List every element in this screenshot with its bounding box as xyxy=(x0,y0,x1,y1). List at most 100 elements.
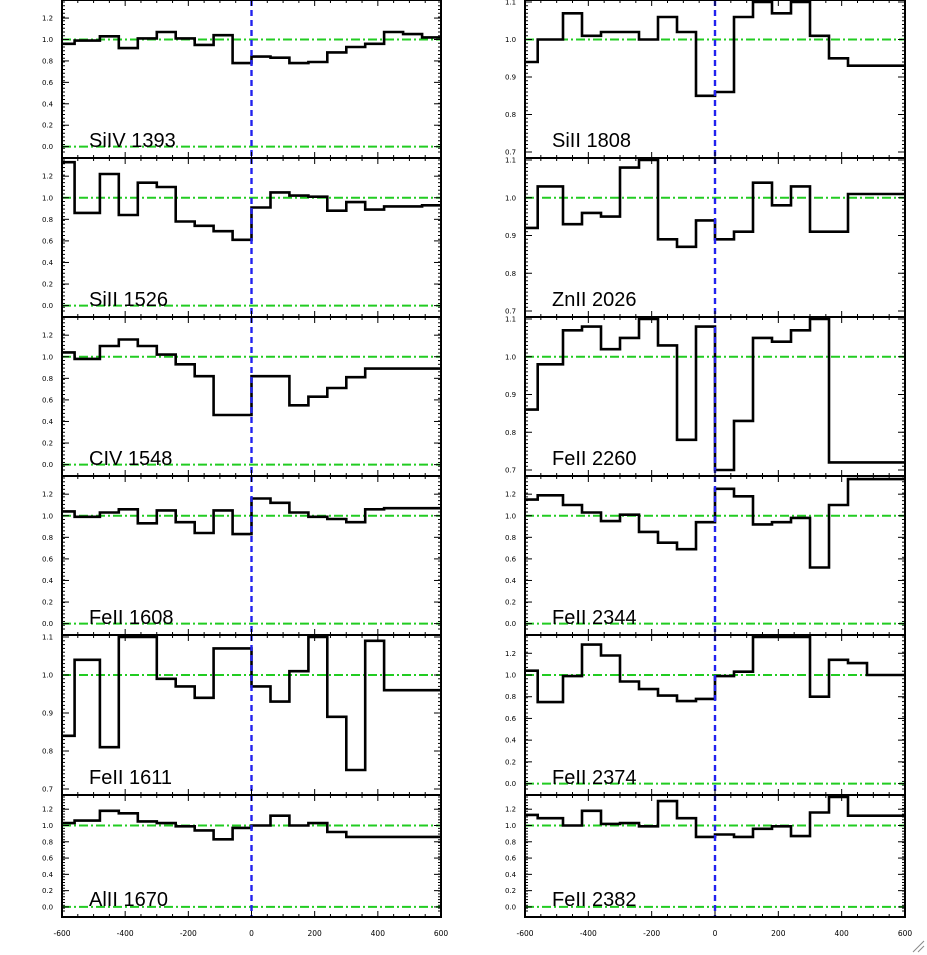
y-tick-label: 0.6 xyxy=(505,715,517,723)
ion-label: SiIV 1393 xyxy=(89,130,176,152)
spectrum-feii-1608 xyxy=(62,497,441,536)
y-tick-label: 0.9 xyxy=(505,232,516,240)
x-tick-label: 400 xyxy=(371,929,386,938)
y-tick-label: 0.2 xyxy=(42,440,53,448)
ion-label: FeII 2344 xyxy=(552,607,637,629)
ion-label: FeII 2382 xyxy=(552,889,637,911)
y-tick-label: 1.0 xyxy=(505,822,516,830)
y-tick-label: 0.9 xyxy=(505,74,516,82)
y-tick-label: 1.0 xyxy=(505,36,516,44)
y-tick-label: 0.2 xyxy=(42,887,53,895)
y-tick-label: 0.6 xyxy=(505,555,517,563)
y-tick-label: 0.4 xyxy=(42,259,54,267)
y-tick-label: 1.0 xyxy=(505,353,516,361)
y-tick-label: 0.2 xyxy=(505,758,516,766)
y-tick-label: 0.0 xyxy=(42,903,53,911)
spectrum-feii-2382 xyxy=(525,795,905,839)
y-tick-label: 0.0 xyxy=(42,620,53,628)
panel-feii-2374: 0.0 0.2 0.4 0.6 0.8 1.0 1.2 FeII 2374 xyxy=(505,634,906,796)
y-tick-label: 1.0 xyxy=(42,822,53,830)
ion-label: FeII 2260 xyxy=(552,448,637,470)
y-tick-label: 0.0 xyxy=(505,780,516,788)
y-tick-label: 0.4 xyxy=(42,577,54,585)
panel-feii-2382: 0.0 0.2 0.4 0.6 0.8 1.0 1.2 FeII 2382 xyxy=(505,794,906,918)
y-tick-label: 0.0 xyxy=(505,620,516,628)
x-tick-label: 0 xyxy=(713,929,718,938)
y-tick-label: 0.2 xyxy=(42,281,53,289)
y-tick-label: 0.8 xyxy=(42,838,53,846)
y-tick-label: 1.2 xyxy=(505,650,516,658)
y-tick-label: 0.6 xyxy=(42,555,54,563)
ion-label: FeII 1608 xyxy=(89,607,174,629)
x-tick-label: -200 xyxy=(643,929,660,938)
y-tick-label: 0.7 xyxy=(505,308,516,316)
panel-znii-2026: 0.7 0.8 0.9 1.0 1.1 ZnII 2026 xyxy=(505,157,906,318)
ion-label: SiII 1808 xyxy=(552,130,631,152)
y-tick-label: 1.2 xyxy=(42,491,53,499)
y-tick-label: 0.2 xyxy=(42,599,53,607)
y-tick-label: 0.7 xyxy=(42,786,53,794)
y-tick-label: 1.1 xyxy=(505,157,516,165)
y-tick-label: 0.8 xyxy=(505,838,516,846)
grip-stroke xyxy=(917,945,925,953)
spectrum-feii-2374 xyxy=(525,635,905,704)
y-tick-label: 1.0 xyxy=(505,194,516,202)
y-tick-label: 0.2 xyxy=(505,887,516,895)
panel-feii-2344: 0.0 0.2 0.4 0.6 0.8 1.0 1.2 FeII 2344 xyxy=(505,475,906,636)
x-tick-label: 200 xyxy=(308,929,323,938)
y-tick-label: 0.4 xyxy=(42,418,54,426)
y-tick-label: 1.0 xyxy=(505,672,516,680)
panel-feii-1608: 0.0 0.2 0.4 0.6 0.8 1.0 1.2 FeII 1608 xyxy=(42,475,442,636)
spectrum-feii-2344 xyxy=(525,477,905,569)
x-tick-label: -400 xyxy=(580,929,597,938)
y-tick-label: 1.2 xyxy=(42,173,53,181)
y-tick-label: 0.8 xyxy=(505,270,516,278)
y-tick-label: 0.4 xyxy=(505,577,517,585)
y-tick-label: 0.6 xyxy=(42,855,54,863)
x-axis-right: -600 -400 -200 0 200 400 600 xyxy=(516,929,912,938)
spectrum-siiv-1393 xyxy=(62,30,441,65)
panel-siiv-1393: 0.0 0.2 0.4 0.6 0.8 1.0 1.2 SiIV 1393 xyxy=(42,0,442,159)
y-tick-label: 0.8 xyxy=(42,57,53,65)
y-tick-label: 0.9 xyxy=(42,710,53,718)
spectrum-znii-2026 xyxy=(525,158,905,249)
y-tick-label: 1.1 xyxy=(505,316,516,324)
y-tick-label: 1.2 xyxy=(42,806,53,814)
y-tick-label: 0.8 xyxy=(505,429,516,437)
x-tick-label: -600 xyxy=(53,929,70,938)
y-tick-label: 0.2 xyxy=(42,122,53,130)
y-tick-label: 1.0 xyxy=(42,194,53,202)
ion-label: SiII 1526 xyxy=(89,289,168,311)
ion-label: AlII 1670 xyxy=(89,889,168,911)
y-tick-label: 1.2 xyxy=(42,332,53,340)
y-tick-label: 1.0 xyxy=(42,512,53,520)
panel-feii-1611: 0.7 0.8 0.9 1.0 1.1 FeII 1611 xyxy=(42,634,442,796)
y-tick-label: 1.0 xyxy=(505,512,516,520)
y-tick-label: 1.2 xyxy=(505,806,516,814)
y-tick-label: 1.2 xyxy=(42,15,53,23)
x-tick-label: -200 xyxy=(180,929,197,938)
x-tick-label: 0 xyxy=(249,929,254,938)
y-tick-label: 0.0 xyxy=(42,143,53,151)
y-tick-label: 1.0 xyxy=(42,672,53,680)
ion-label: CIV 1548 xyxy=(89,448,172,470)
y-tick-label: 0.2 xyxy=(505,599,516,607)
x-tick-label: 400 xyxy=(835,929,850,938)
y-tick-label: 0.4 xyxy=(42,871,54,879)
panel-siii-1526: 0.0 0.2 0.4 0.6 0.8 1.0 1.2 SiII 1526 xyxy=(42,157,442,318)
x-tick-label: -400 xyxy=(117,929,134,938)
ion-label: ZnII 2026 xyxy=(552,289,637,311)
x-axis-left: -600 -400 -200 0 200 400 600 xyxy=(53,929,448,938)
y-tick-label: 0.6 xyxy=(42,79,54,87)
ion-label: FeII 1611 xyxy=(89,767,172,789)
y-tick-label: 0.8 xyxy=(505,693,516,701)
y-tick-label: 1.0 xyxy=(42,36,53,44)
y-tick-label: 0.6 xyxy=(42,396,54,404)
resize-grip-icon[interactable] xyxy=(912,940,925,953)
y-tick-label: 1.1 xyxy=(505,0,516,7)
x-tick-label: -600 xyxy=(516,929,533,938)
y-tick-label: 0.7 xyxy=(505,467,516,475)
panel-alii-1670: 0.0 0.2 0.4 0.6 0.8 1.0 1.2 AlII 1670 xyxy=(42,794,442,918)
y-tick-label: 0.0 xyxy=(42,461,53,469)
